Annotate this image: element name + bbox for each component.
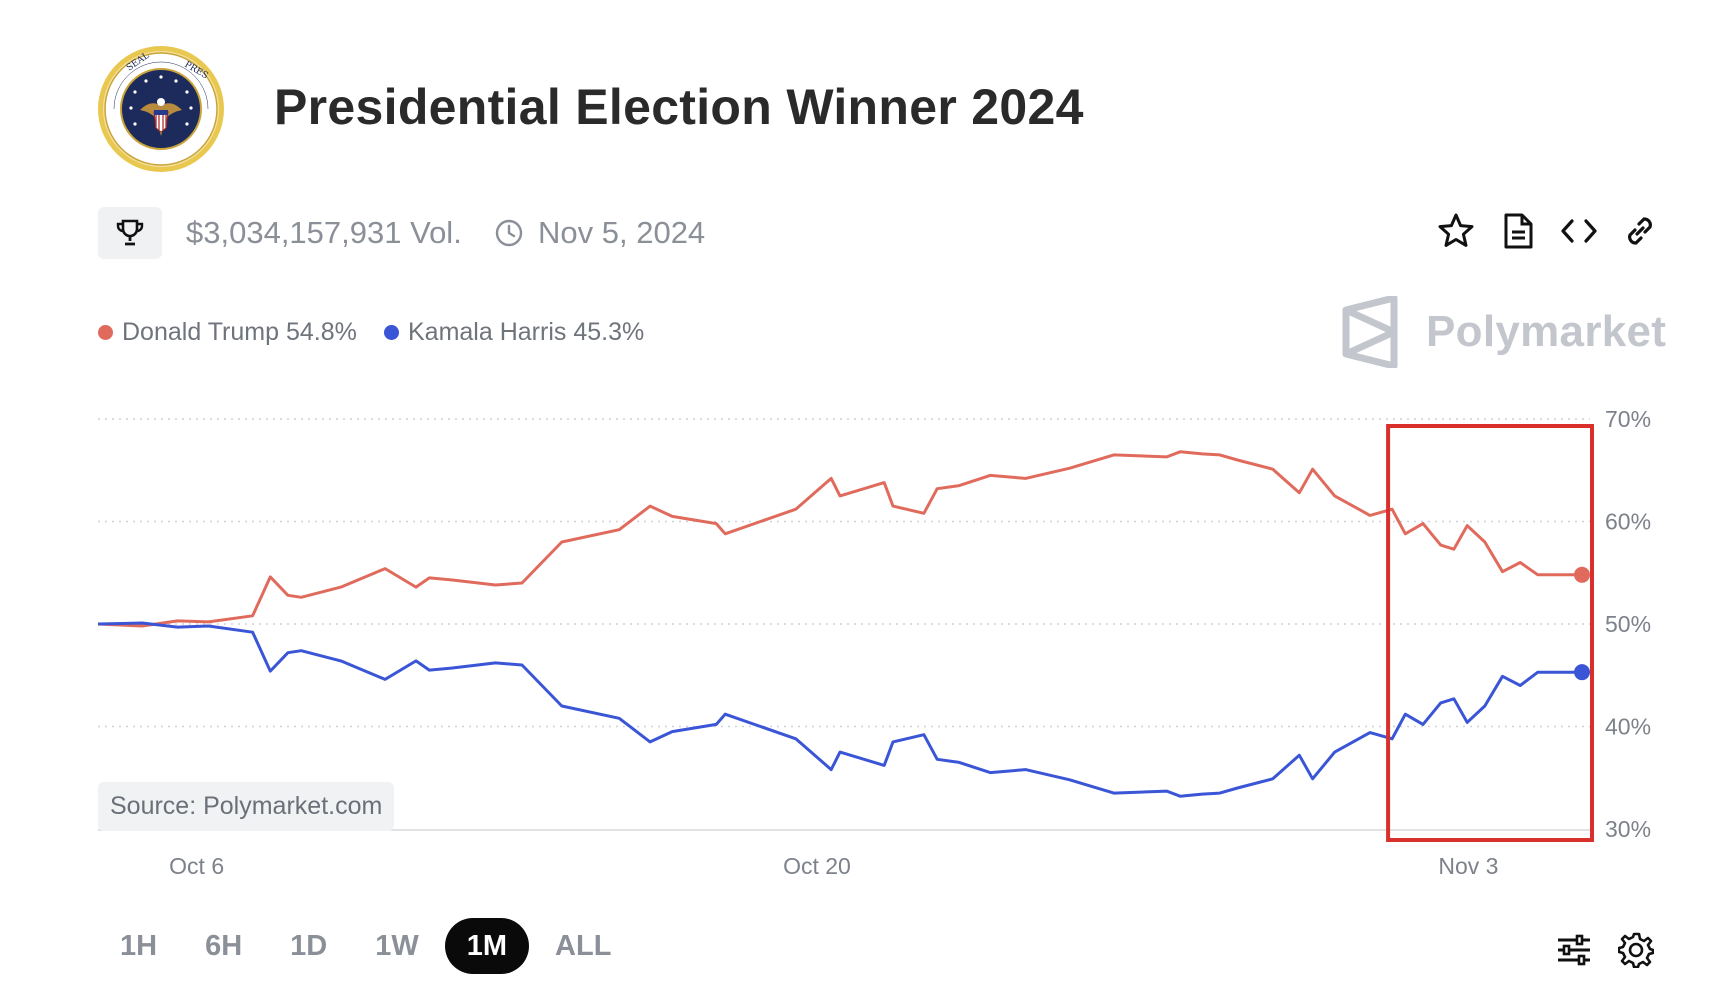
trophy-icon: [116, 219, 144, 246]
x-tick-label: Oct 6: [169, 853, 224, 879]
series-line-trump: [97, 450, 1582, 628]
range-button-1h[interactable]: 1H: [120, 929, 158, 962]
sliders-icon[interactable]: [1552, 928, 1596, 972]
star-icon[interactable]: [1435, 210, 1477, 252]
volume-text: $3,034,157,931 Vol.: [186, 215, 462, 250]
legend-label-harris: Kamala Harris 45.3%: [408, 318, 645, 346]
highlight-box: [1386, 424, 1595, 842]
range-button-1d[interactable]: 1D: [290, 929, 328, 962]
gear-icon[interactable]: [1614, 928, 1658, 972]
presidential-seal-icon: SEAL PRES: [96, 44, 226, 174]
y-tick-label: 60%: [1605, 509, 1651, 535]
link-icon[interactable]: [1619, 210, 1661, 252]
y-tick-label: 30%: [1605, 816, 1651, 842]
end-date-text: Nov 5, 2024: [538, 215, 706, 250]
polymarket-logo: Polymarket: [1340, 296, 1666, 368]
range-button-6h[interactable]: 6H: [205, 929, 243, 962]
range-button-1w[interactable]: 1W: [375, 929, 419, 962]
legend-trump: Donald Trump 54.8%: [98, 318, 357, 347]
x-tick-label: Oct 20: [783, 853, 851, 879]
range-button-all[interactable]: ALL: [555, 929, 612, 962]
legend-dot-trump: [98, 325, 113, 340]
x-tick-label: Nov 3: [1438, 853, 1498, 879]
range-selector: 1H 6H 1D 1W 1M ALL: [98, 918, 633, 974]
y-tick-label: 40%: [1605, 714, 1651, 740]
legend-dot-harris: [384, 325, 399, 340]
source-label: Source: Polymarket.com: [98, 782, 395, 831]
document-icon[interactable]: [1497, 210, 1539, 252]
polymarket-icon: [1342, 296, 1398, 368]
series-line-harris: [97, 621, 1582, 798]
legend-label-trump: Donald Trump 54.8%: [122, 318, 357, 346]
range-button-1m[interactable]: 1M: [444, 918, 530, 974]
polymarket-wordmark: Polymarket: [1426, 307, 1667, 356]
page-title: Presidential Election Winner 2024: [274, 79, 1084, 135]
y-tick-label: 70%: [1605, 406, 1651, 432]
legend-harris: Kamala Harris 45.3%: [384, 318, 644, 347]
trophy-badge[interactable]: [98, 207, 162, 259]
series-end-dot-trump: [1574, 566, 1590, 583]
y-tick-label: 50%: [1605, 611, 1651, 637]
clock-icon: [494, 218, 524, 248]
series-end-dot-harris: [1574, 664, 1590, 681]
code-icon[interactable]: [1558, 210, 1600, 252]
